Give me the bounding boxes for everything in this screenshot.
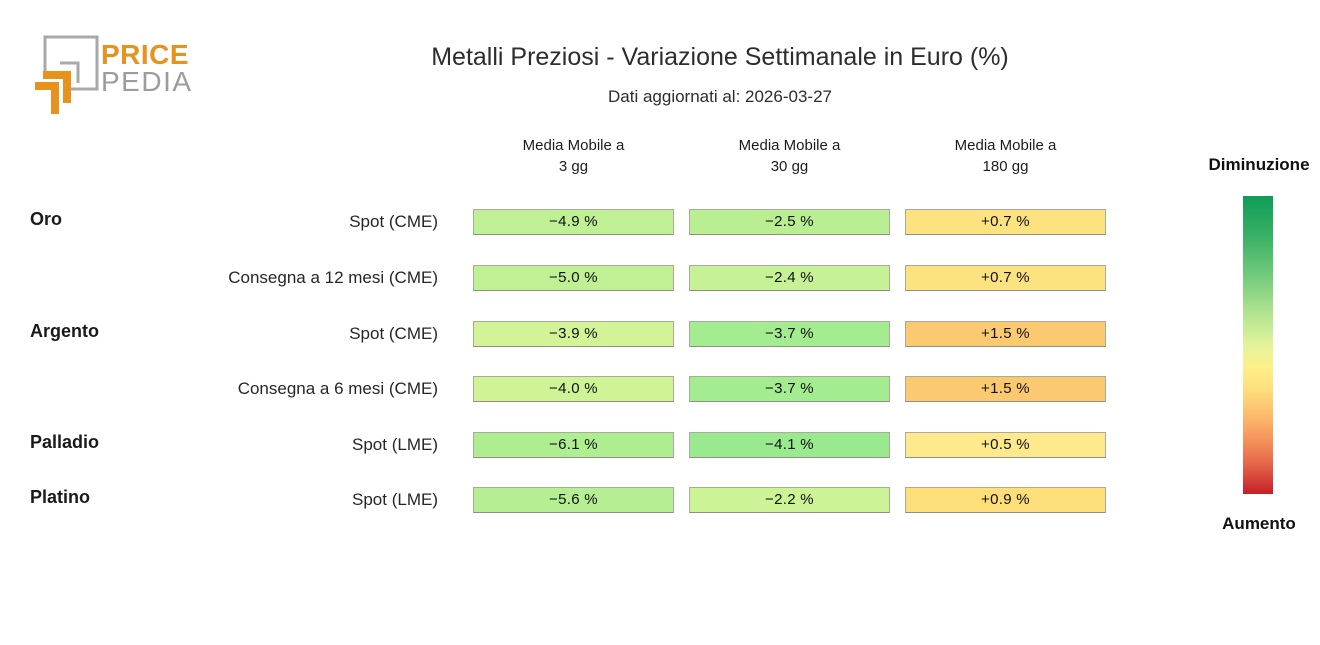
row-group-label: Palladio [30,432,100,452]
heatmap-cell: −5.6 % [473,487,674,513]
heatmap-cell: −5.0 % [473,265,674,291]
legend-colorbar [1243,196,1273,494]
column-header: Media Mobile a 180 gg [954,137,1057,175]
pricepedia-logo-text: PRICE PEDIA [101,39,193,97]
row-group-label: Argento [30,321,99,341]
row-label: Spot (LME) [352,435,438,454]
row-label: Spot (CME) [349,212,438,231]
heatmap-cell: +0.7 % [905,265,1106,291]
row-label: Consegna a 12 mesi (CME) [228,268,438,287]
heatmap-cell: −3.7 % [689,376,890,402]
legend-increase-label: Aumento [1222,514,1296,533]
column-header: Media Mobile a 30 gg [738,137,841,175]
heatmap-cell: −4.1 % [689,432,890,458]
heatmap-cell: −2.4 % [689,265,890,291]
row-label: Spot (LME) [352,490,438,509]
heatmap-cell: −3.9 % [473,321,674,347]
heatmap-cell: −4.0 % [473,376,674,402]
heatmap-cell: +1.5 % [905,376,1106,402]
heatmap-cell: −4.9 % [473,209,674,235]
row-group-label: Platino [30,487,91,507]
heatmap-cell: −6.1 % [473,432,674,458]
heatmap-cell: +0.7 % [905,209,1106,235]
row-label: Consegna a 6 mesi (CME) [237,379,438,398]
chart-title: Metalli Preziosi - Variazione Settimanal… [431,43,1009,71]
logo-word-price: PRICE [101,39,190,70]
heatmap-cell: +1.5 % [905,321,1106,347]
logo-word-pedia: PEDIA [101,66,193,97]
pricepedia-logo-icon [35,35,99,114]
legend-decrease-label: Diminuzione [1208,155,1310,174]
heatmap-cell: +0.5 % [905,432,1106,458]
chart-subtitle: Dati aggiornati al: 2026-03-27 [608,87,832,106]
row-group-label: Oro [30,209,63,229]
heatmap-cell: −3.7 % [689,321,890,347]
heatmap-cell: +0.9 % [905,487,1106,513]
heatmap-cell: −2.2 % [689,487,890,513]
heatmap-cell: −2.5 % [689,209,890,235]
row-label: Spot (CME) [349,324,438,343]
